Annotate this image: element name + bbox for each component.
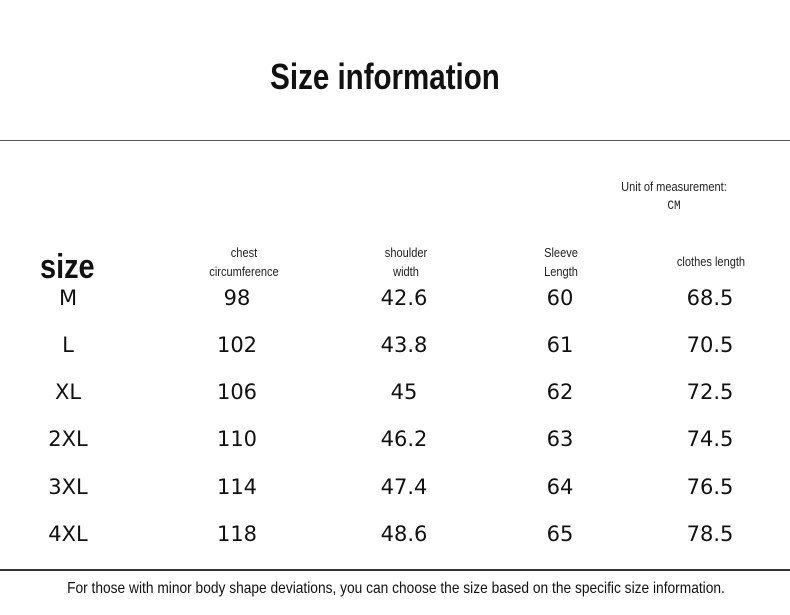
sleeve-cell: 63 <box>546 427 574 451</box>
length-cell: 78.5 <box>686 522 734 546</box>
unit-of-measurement: Unit of measurement: CM <box>611 177 737 215</box>
length-cell: 72.5 <box>686 380 734 404</box>
size-cell: 4XL <box>48 522 88 546</box>
chest-cell: 102 <box>216 333 258 357</box>
sleeve-cell: 62 <box>546 380 574 404</box>
table-row: M 98 42.6 60 68.5 <box>0 283 790 313</box>
chest-cell: 114 <box>216 475 258 499</box>
length-cell: 74.5 <box>686 427 734 451</box>
length-cell: 76.5 <box>686 475 734 499</box>
chest-header-line-2: circumference <box>209 264 279 279</box>
sleeve-cell: 65 <box>546 522 574 546</box>
shoulder-cell: 46.2 <box>380 427 428 451</box>
footer-note: For those with minor body shape deviatio… <box>67 580 725 597</box>
sleeve-cell: 64 <box>546 475 574 499</box>
shoulder-cell: 47.4 <box>380 475 428 499</box>
shoulder-cell: 43.8 <box>380 333 428 357</box>
size-column-header: size <box>40 248 95 286</box>
unit-label: Unit of measurement: <box>621 179 727 194</box>
chest-cell: 110 <box>216 427 258 451</box>
length-cell: 70.5 <box>686 333 734 357</box>
chest-column-header: chest circumference <box>193 243 295 281</box>
chest-cell: 118 <box>216 522 258 546</box>
shoulder-cell: 45 <box>390 380 418 404</box>
table-row: L 102 43.8 61 70.5 <box>0 330 790 360</box>
unit-value: CM <box>667 198 681 213</box>
length-header-label: clothes length <box>676 254 746 269</box>
length-cell: 68.5 <box>686 286 734 310</box>
size-cell: XL <box>54 380 82 404</box>
size-cell: M <box>58 286 78 310</box>
sleeve-cell: 60 <box>546 286 574 310</box>
top-divider <box>0 140 790 141</box>
table-row: XL 106 45 62 72.5 <box>0 377 790 407</box>
chest-cell: 98 <box>223 286 251 310</box>
chest-header-line-1: chest <box>230 245 258 260</box>
sleeve-column-header: Sleeve Length <box>510 243 612 281</box>
size-cell: L <box>62 333 74 357</box>
shoulder-header-line-1: shoulder <box>384 245 428 260</box>
sleeve-cell: 61 <box>546 333 574 357</box>
shoulder-header-line-2: width <box>393 264 419 279</box>
table-row: 2XL 110 46.2 63 74.5 <box>0 424 790 454</box>
sleeve-header-line-2: Length <box>544 264 578 279</box>
bottom-divider <box>0 569 790 571</box>
shoulder-column-header: shoulder width <box>355 243 457 281</box>
shoulder-cell: 42.6 <box>380 286 428 310</box>
page-title: Size information <box>270 56 500 97</box>
size-cell: 2XL <box>48 427 88 451</box>
shoulder-cell: 48.6 <box>380 522 428 546</box>
length-column-header: clothes length <box>660 252 762 271</box>
sleeve-header-line-1: Sleeve <box>544 245 578 260</box>
table-row: 3XL 114 47.4 64 76.5 <box>0 472 790 502</box>
size-cell: 3XL <box>48 475 88 499</box>
table-row: 4XL 118 48.6 65 78.5 <box>0 519 790 549</box>
chest-cell: 106 <box>216 380 258 404</box>
